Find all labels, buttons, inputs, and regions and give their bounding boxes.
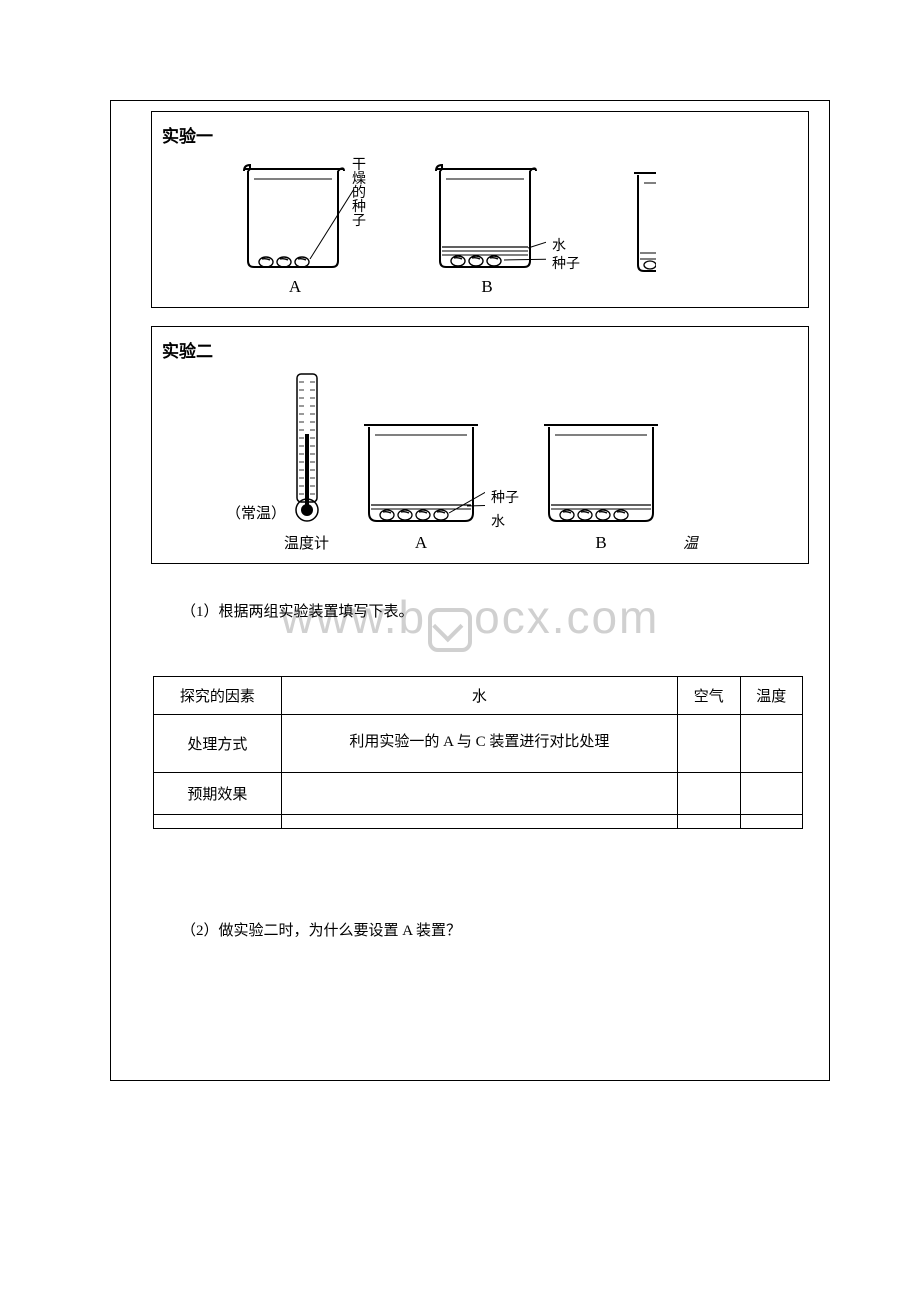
exp2-beaker-b: B [537, 413, 665, 553]
td-expect-air [678, 772, 740, 814]
td-method-label: 处理方式 [154, 714, 282, 772]
beaker-a-svg [236, 155, 354, 275]
exp2-beaker-a: A [357, 413, 485, 553]
exp1-b-label: B [481, 277, 492, 297]
exp2-water-label: 水 [491, 516, 519, 531]
td-method-temp [740, 714, 802, 772]
td-method-air [678, 714, 740, 772]
th-temp: 温度 [740, 676, 802, 714]
experiment-2-row: （常温） [162, 370, 800, 553]
exp1-b-side-labels: 水 种子 [552, 240, 580, 273]
th-air: 空气 [678, 676, 740, 714]
th-factor: 探究的因素 [154, 676, 282, 714]
answer-table: 探究的因素 水 空气 温度 处理方式 利用实验一的 A 与 C 装置进行对比处理… [153, 676, 803, 829]
td-expect-temp [740, 772, 802, 814]
question-1: （1）根据两组实验装置填写下表。 [181, 600, 414, 621]
exp1-beaker-cut [626, 159, 656, 297]
td-method-value: 利用实验一的 A 与 C 装置进行对比处理 [281, 714, 677, 772]
experiment-2-title: 实验二 [162, 337, 800, 362]
exp1-a-label: A [289, 277, 301, 297]
table-extra-row [154, 814, 803, 828]
exp2-cutoff: 温 [683, 532, 698, 553]
thermometer: 温度计 [284, 370, 329, 553]
experiment-2-panel: 实验二 （常温） [151, 326, 809, 564]
experiment-1-panel: 实验一 [151, 111, 809, 308]
exp2-b-label: B [595, 533, 606, 553]
th-water: 水 [281, 676, 677, 714]
page-frame: 实验一 [110, 100, 830, 1081]
td-expect-water [281, 772, 677, 814]
water-label: 水 [552, 240, 580, 255]
thermometer-icon [287, 370, 327, 530]
exp2-seed-label: 种子 [491, 492, 519, 507]
exp2-beaker-b-svg [537, 413, 665, 531]
table-header-row: 探究的因素 水 空气 温度 [154, 676, 803, 714]
table-method-row: 处理方式 利用实验一的 A 与 C 装置进行对比处理 [154, 714, 803, 772]
exp2-a-label: A [415, 533, 427, 553]
td-expect-label: 预期效果 [154, 772, 282, 814]
beaker-b-svg [428, 155, 546, 275]
question-2: （2）做实验二时，为什么要设置 A 装置？ [111, 919, 829, 940]
dry-seed-annotation: 干燥的种子 [352, 159, 366, 229]
experiment-1-row: A 干燥的种子 [162, 155, 800, 297]
thermo-caption: 温度计 [284, 532, 329, 553]
watermark-right: ocx.com [474, 591, 659, 643]
exp2-a-side-labels: 种子 水 [491, 492, 519, 531]
experiment-1-title: 实验一 [162, 122, 800, 147]
seed-label: 种子 [552, 258, 580, 273]
watermark-row: （1）根据两组实验装置填写下表。 www.bocx.com [111, 590, 829, 652]
exp2-beaker-a-svg [357, 413, 485, 531]
watermark-logo-icon [428, 608, 472, 652]
room-temp-label: （常温） [226, 502, 286, 523]
exp1-beaker-a: A [236, 155, 354, 297]
exp1-beaker-b: B [428, 155, 546, 297]
table-expect-row: 预期效果 [154, 772, 803, 814]
